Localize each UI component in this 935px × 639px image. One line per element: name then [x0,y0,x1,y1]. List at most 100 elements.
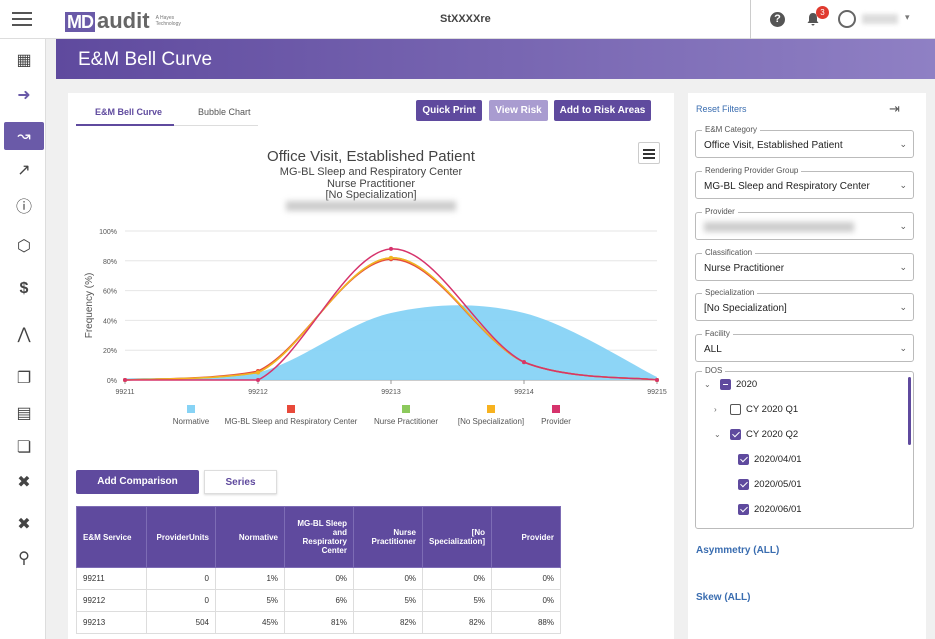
classification-select[interactable]: Classification Nurse Practitioner ⌄ [695,248,914,281]
chevron-down-icon: ⌄ [899,221,907,231]
settings-tools-icon[interactable]: ✖ [17,516,31,533]
dashboard-icon[interactable]: ▦ [16,52,32,69]
legend-label: [No Specialization] [457,417,525,426]
asymmetry-link[interactable]: Asymmetry (ALL) [696,545,780,556]
chevron-down-icon[interactable]: ⌄ [714,430,721,439]
help-icon[interactable]: ? [770,12,785,27]
series-point-3 [256,370,260,375]
user-avatar-icon[interactable] [838,10,856,28]
series-button[interactable]: Series [204,470,277,494]
series-area-normative [125,305,657,380]
bell-curve-chart: 0% 20% 40% 60% 80% 100% 99211 99212 99213 99214 99… [84,229,667,396]
series-point-4 [256,378,260,382]
tree-node-q1[interactable]: › CY 2020 Q1 [714,404,798,415]
user-name-redacted[interactable] [862,14,898,24]
table-cell: 99211 [76,567,147,590]
tree-node-2020[interactable]: ⌄ 2020 [704,379,757,390]
tree-label: 2020/04/01 [754,454,802,465]
table-cell: 88% [491,611,561,634]
logo-audit: audit [97,8,150,33]
add-risk-areas-button[interactable]: Add to Risk Areas [554,100,651,121]
column-header[interactable]: Normative [215,506,285,568]
legend-label: Normative [172,417,210,426]
table-cell: 5% [215,589,285,612]
legend-group[interactable]: MG-BL Sleep and Respiratory Center [221,405,361,426]
legend-label: Nurse Practitioner [373,417,439,426]
menu-icon[interactable] [12,12,32,28]
chevron-right-icon[interactable]: › [714,405,717,414]
logo-md: MD [65,12,95,32]
analytics-icon[interactable]: ⋀ [17,326,31,343]
checkbox[interactable] [738,479,749,490]
legend-swatch [287,405,295,413]
checkbox[interactable] [738,504,749,515]
em-category-select[interactable]: E&M Category Office Visit, Established P… [695,125,914,158]
dollar-icon[interactable]: $ [19,280,29,297]
trend-icon[interactable]: ↗ [17,162,31,179]
column-header[interactable]: MG-BL Sleep and Respiratory Center [284,506,354,568]
alert-icon[interactable]: ⓘ [15,199,32,216]
view-risk-button[interactable]: View Risk [489,100,548,121]
table-cell: 1% [215,567,285,590]
chevron-down-icon[interactable]: ⌄ [704,380,711,389]
search-data-icon[interactable]: ⚲ [18,550,30,567]
checkbox[interactable] [738,454,749,465]
sign-out-icon[interactable]: ➜ [17,87,31,104]
partial-checkbox[interactable] [720,379,731,390]
legend-swatch [187,405,195,413]
bell-curve-icon[interactable]: ↝ [4,122,44,150]
specialization-select[interactable]: Specialization [No Specialization] ⌄ [695,288,914,321]
cube-icon[interactable]: ⬡ [17,238,31,255]
chart-title: Office Visit, Established Patient [267,148,475,165]
legend-normative[interactable]: Normative [166,405,216,426]
chevron-down-icon: ⌄ [899,302,907,312]
column-header[interactable]: [No Specialization] [422,506,492,568]
series-point-4 [389,246,393,251]
facility-select[interactable]: Facility ALL ⌄ [695,329,914,362]
provider-group-select[interactable]: Rendering Provider Group MG-BL Sleep and… [695,166,914,199]
provider-select[interactable]: Provider ⌄ [695,207,914,240]
divider [750,0,751,39]
tree-scrollbar[interactable] [908,377,911,445]
collapse-panel-icon[interactable]: ⇥ [889,101,900,116]
documents-icon[interactable]: ❐ [16,370,32,387]
table-row: 99211 0 1% 0% 0% 0% 0% [76,567,561,590]
quick-print-button[interactable]: Quick Print [416,100,482,121]
tree-node-date[interactable]: 2020/05/01 [738,479,802,490]
checkbox[interactable] [730,404,741,415]
field-label: E&M Category [702,125,761,134]
tab-bell-curve[interactable]: E&M Bell Curve [95,107,163,117]
y-tick-label: 100% [99,229,117,236]
tree-node-q2[interactable]: ⌄ CY 2020 Q2 [714,429,798,440]
tree-node-date[interactable]: 2020/06/01 [738,504,802,515]
skew-link[interactable]: Skew (ALL) [696,592,751,603]
legend-classification[interactable]: Nurse Practitioner [366,405,446,426]
column-header[interactable]: Nurse Practitioner [353,506,423,568]
chevron-down-icon[interactable]: ▾ [905,12,910,22]
tree-node-date[interactable]: 2020/04/01 [738,454,802,465]
column-header[interactable]: ProviderUnits [146,506,216,568]
column-header[interactable]: Provider [491,506,561,568]
legend-specialization[interactable]: [No Specialization] [451,405,531,426]
bell-icon[interactable] [806,12,820,26]
tree-label: CY 2020 Q2 [746,429,799,440]
legend-label: MG-BL Sleep and Respiratory Center [224,417,358,426]
chart-subtitle-specialization: [No Specialization] [325,189,417,201]
table-cell: 82% [353,611,423,634]
tools-icon[interactable]: ✖ [17,474,31,491]
reset-filters-link[interactable]: Reset Filters [696,104,747,114]
add-comparison-button[interactable]: Add Comparison [76,470,199,494]
series-point-4 [655,378,659,382]
table-cell: 0% [491,589,561,612]
file-icon[interactable]: ▤ [16,405,32,422]
app-title: StXXXXre [440,13,491,25]
chart-subtitle-group: MG-BL Sleep and Respiratory Center [279,166,463,178]
y-tick-label: 60% [103,289,117,296]
legend-provider[interactable]: Provider [536,405,576,426]
tab-bubble-chart[interactable]: Bubble Chart [198,107,251,117]
legend-label: Provider [541,417,571,426]
chart-menu-icon[interactable] [638,142,660,164]
checkbox[interactable] [730,429,741,440]
column-header[interactable]: E&M Service [76,506,147,568]
copy-icon[interactable]: ❏ [16,439,32,456]
